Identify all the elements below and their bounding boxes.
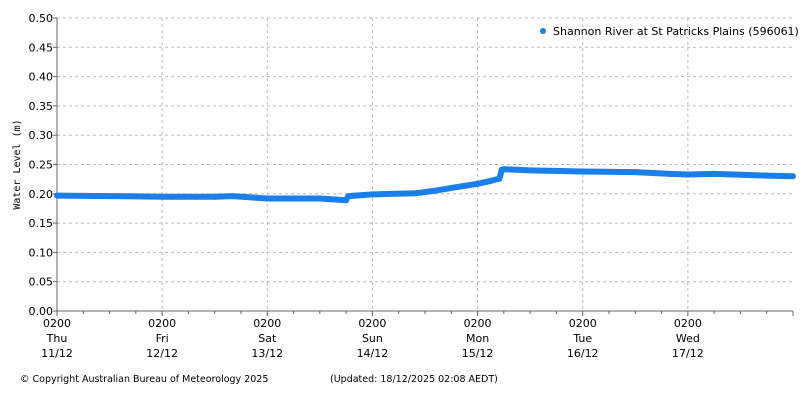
data-point (667, 170, 674, 177)
x-tick-time: 0200 (464, 317, 492, 330)
x-tick-day: Tue (572, 332, 592, 345)
data-point (684, 171, 691, 178)
y-tick-label: 0.25 (29, 159, 54, 172)
data-point (54, 192, 60, 199)
data-point (345, 193, 352, 200)
x-tick-time: 0200 (148, 317, 176, 330)
data-point (579, 168, 586, 175)
legend-marker (540, 28, 546, 34)
x-tick-day: Sat (258, 332, 277, 345)
data-point (229, 193, 236, 200)
data-point (527, 167, 534, 174)
y-tick-label: 0.45 (29, 41, 54, 54)
y-tick-label: 0.30 (29, 129, 54, 142)
x-tick-day: Mon (466, 332, 489, 345)
data-point (413, 190, 420, 197)
data-point (496, 175, 503, 182)
water-level-chart: 0.00 0.05 0.10 0.15 0.20 0.25 0.30 0.35 0.40 0.45… (12, 12, 799, 360)
data-point (474, 180, 481, 187)
y-tick-label: 0.10 (29, 246, 54, 259)
x-tick-time: 0200 (253, 317, 281, 330)
data-point (430, 187, 437, 194)
y-axis-label: Water Level (m) (12, 119, 23, 209)
series-line (56, 166, 794, 204)
updated-text: (Updated: 18/12/2025 02:08 AEDT) (330, 374, 498, 385)
data-point (500, 166, 507, 173)
y-tick-label: 0.20 (29, 188, 54, 201)
x-tick-date: 15/12 (462, 347, 494, 360)
data-point (632, 169, 639, 176)
y-tick-label: 0.00 (29, 305, 54, 318)
x-tick-date: 13/12 (251, 347, 283, 360)
data-point (487, 177, 494, 184)
copyright-text: © Copyright Australian Bureau of Meteoro… (20, 374, 269, 385)
x-tick-date: 14/12 (357, 347, 389, 360)
y-tick-label: 0.40 (29, 71, 54, 84)
x-tick-time: 0200 (674, 317, 702, 330)
x-tick-date: 16/12 (567, 347, 599, 360)
x-tick-day: Sun (362, 332, 383, 345)
data-point (711, 170, 718, 177)
y-tick-label: 0.35 (29, 100, 54, 113)
data-point (264, 195, 271, 202)
legend-label: Shannon River at St Patricks Plains (596… (553, 25, 799, 38)
data-point (316, 195, 323, 202)
data-point (106, 193, 113, 200)
x-tick-time: 0200 (43, 317, 71, 330)
data-point (448, 184, 455, 191)
x-tick-day: Fri (156, 332, 169, 345)
x-tick-date: 17/12 (672, 347, 704, 360)
data-point (211, 193, 218, 200)
y-tick-label: 0.50 (29, 12, 54, 25)
x-tick-date: 11/12 (41, 347, 73, 360)
y-tick-label: 0.15 (29, 217, 54, 230)
x-tick-day: Thu (46, 332, 68, 345)
x-tick-time: 0200 (358, 317, 386, 330)
data-point (790, 173, 796, 180)
data-point (369, 191, 376, 198)
x-tick-date: 12/12 (146, 347, 178, 360)
data-point (159, 193, 166, 200)
x-tick-day: Wed (676, 332, 700, 345)
x-tick-time: 0200 (569, 317, 597, 330)
y-tick-label: 0.05 (29, 276, 54, 289)
data-point (763, 172, 770, 179)
